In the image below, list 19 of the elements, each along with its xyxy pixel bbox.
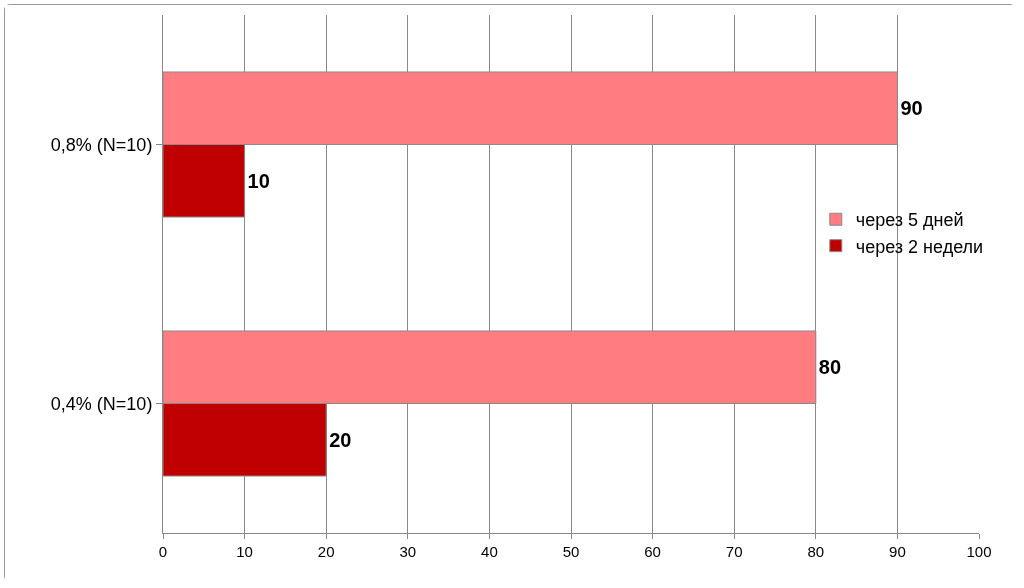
x-tick-label: 0 xyxy=(158,543,168,560)
data-label: 90 xyxy=(900,97,923,120)
x-tick-label: 90 xyxy=(889,543,906,560)
x-tick-label: 50 xyxy=(562,543,580,560)
x-tick-label: 40 xyxy=(481,543,498,560)
x-tick-label: 100 xyxy=(966,543,992,560)
data-label: 80 xyxy=(818,356,842,379)
x-tick-label: 10 xyxy=(236,543,253,560)
x-tick-label: 70 xyxy=(725,543,743,560)
x-tick-label: 20 xyxy=(317,543,335,560)
y-tick-label: 0,4% (N=10) xyxy=(50,393,153,414)
data-label: 10 xyxy=(247,169,270,192)
data-label: 20 xyxy=(329,428,352,451)
legend-label: через 5 дней xyxy=(855,210,964,231)
y-tick-label: 0,8% (N=10) xyxy=(50,134,153,155)
x-tick-label: 80 xyxy=(807,543,825,560)
legend-label: через 2 недели xyxy=(855,236,984,257)
x-tick-label: 60 xyxy=(644,543,661,560)
x-tick-label: 30 xyxy=(399,543,417,560)
